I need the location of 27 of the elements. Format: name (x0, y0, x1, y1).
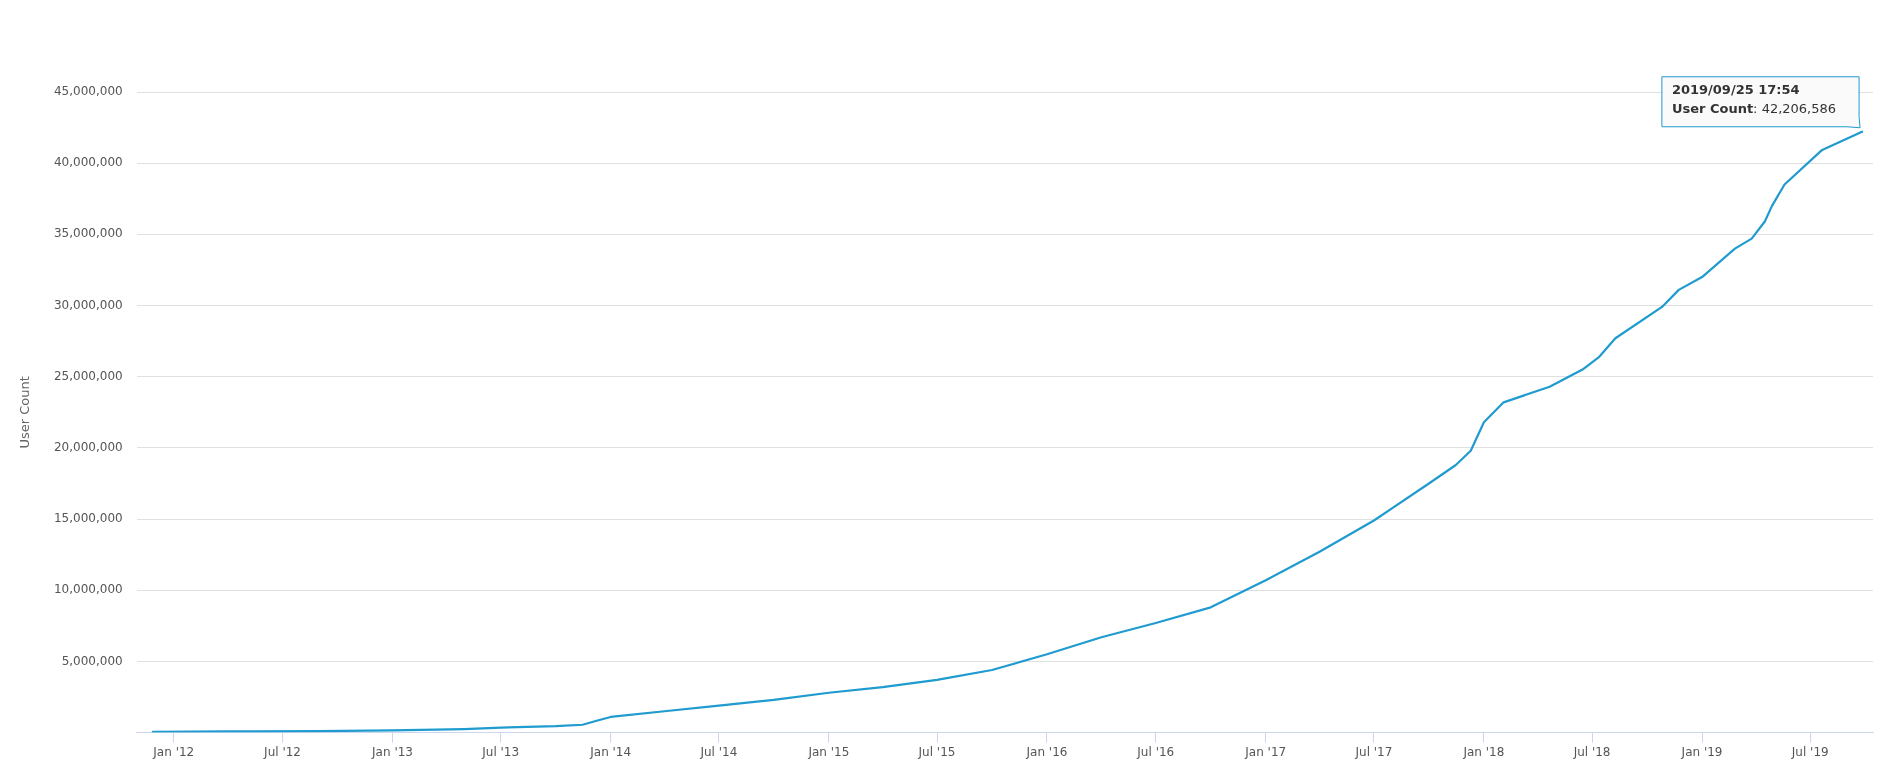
y-tick-label: 40,000,000 (53, 155, 123, 170)
x-tick-label: Jan '13 (371, 744, 413, 759)
x-tick-label: Jul '13 (481, 744, 520, 759)
x-tick-label: Jan '15 (807, 744, 850, 759)
x-tick-label: Jul '17 (1354, 744, 1393, 759)
y-tick-label: 25,000,000 (53, 368, 123, 383)
x-tick-label: Jan '12 (152, 744, 195, 759)
x-tick-label: Jul '12 (263, 744, 301, 759)
x-tick-label: Jan '14 (589, 744, 632, 759)
x-tick-label: Jan '17 (1244, 744, 1287, 759)
x-tick-label: Jul '19 (1790, 744, 1829, 759)
y-tick-label: 30,000,000 (53, 297, 123, 312)
y-tick-label: 5,000,000 (61, 653, 123, 668)
x-tick-label: Jan '19 (1680, 744, 1723, 759)
x-tick-label: Jul '16 (1136, 744, 1175, 759)
y-tick-label: 20,000,000 (53, 440, 123, 455)
y-tick-label: 45,000,000 (53, 84, 123, 99)
x-tick-label: Jan '16 (1025, 744, 1068, 759)
x-tick-label: Jan '18 (1462, 744, 1505, 759)
x-tick-label: Jul '18 (1572, 744, 1611, 759)
y-axis-title: User Count (17, 376, 33, 449)
x-tick-label: Jul '15 (917, 744, 956, 759)
y-tick-label: 15,000,000 (53, 511, 123, 526)
annotation: 2019/09/25 17:54 User Count: 42,206,586 (1671, 81, 1837, 116)
x-tick-label: Jul '14 (699, 744, 738, 759)
y-tick-label: 35,000,000 (53, 226, 123, 241)
y-tick-label: 10,000,000 (53, 582, 123, 597)
